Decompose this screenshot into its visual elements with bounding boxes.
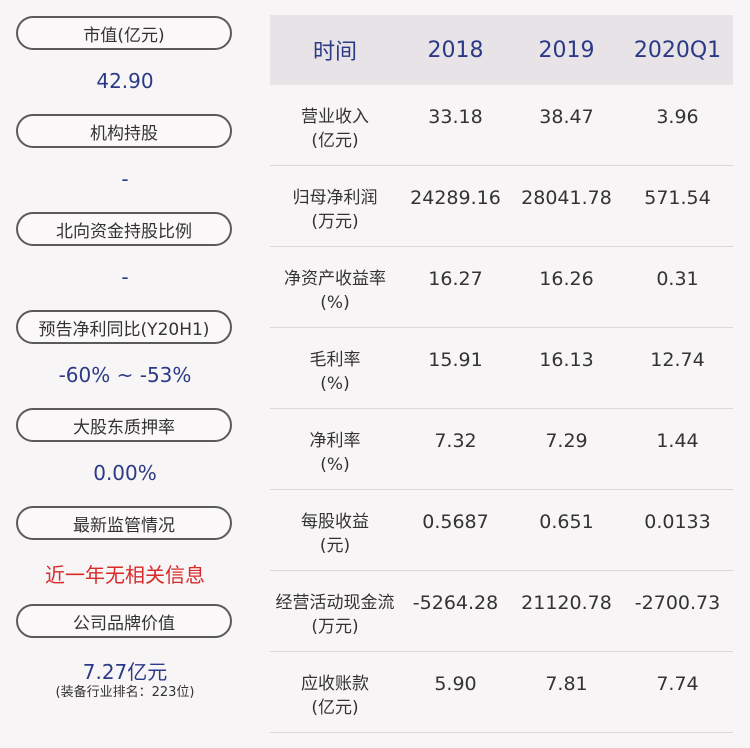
cell-2018: 33.18 xyxy=(428,106,483,128)
cell-2020q1: 0.0133 xyxy=(644,511,711,533)
cell-2018: 24289.16 xyxy=(410,187,501,209)
cell-2020q1: 571.54 xyxy=(644,187,711,209)
cell-2020q1: 0.31 xyxy=(656,268,699,290)
brand-value-label: 公司品牌价值 xyxy=(16,604,232,638)
cell-2019: 28041.78 xyxy=(521,187,612,209)
pledge-rate-value: 0.00% xyxy=(93,461,157,485)
row-label: 每股收益 xyxy=(301,512,369,532)
header-2020q1: 2020Q1 xyxy=(633,37,722,63)
row-label: 营业收入 xyxy=(301,107,369,127)
row-label: 毛利率 xyxy=(309,350,361,370)
cell-2019: 0.651 xyxy=(539,511,594,533)
cell-2019: 7.81 xyxy=(545,673,588,695)
row-unit: (%) xyxy=(320,293,350,313)
cell-2020q1: 7.74 xyxy=(656,673,699,695)
cell-2018: 15.91 xyxy=(428,349,483,371)
financial-table: 时间 2018 2019 2020Q1 营业收入 (亿元) 33.18 38.47… xyxy=(270,15,733,733)
cell-2019: 38.47 xyxy=(539,106,594,128)
cell-2018: -5264.28 xyxy=(412,592,499,614)
institutional-holding-value: - xyxy=(121,167,129,191)
brand-rank-note: (装备行业排名：223位) xyxy=(55,685,195,700)
row-unit: (万元) xyxy=(311,212,359,232)
table-row: 毛利率 (%) 15.91 16.13 12.74 xyxy=(270,328,733,409)
table-row: 营业收入 (亿元) 33.18 38.47 3.96 xyxy=(270,85,733,166)
row-unit: (亿元) xyxy=(311,131,359,151)
row-label: 经营活动现金流 xyxy=(275,593,395,613)
row-unit: (%) xyxy=(320,374,350,394)
profit-forecast-value: -60% ~ -53% xyxy=(58,363,192,387)
cell-2018: 0.5687 xyxy=(422,511,489,533)
header-2019: 2019 xyxy=(538,37,595,63)
cell-2019: 21120.78 xyxy=(521,592,612,614)
cell-2020q1: 12.74 xyxy=(650,349,705,371)
table-row: 净资产收益率 (%) 16.27 16.26 0.31 xyxy=(270,247,733,328)
row-unit: (万元) xyxy=(311,617,359,637)
cell-2020q1: 3.96 xyxy=(656,106,699,128)
regulatory-status-label: 最新监管情况 xyxy=(16,506,232,540)
table-row: 净利率 (%) 7.32 7.29 1.44 xyxy=(270,409,733,490)
cell-2019: 16.26 xyxy=(539,268,594,290)
row-label: 净资产收益率 xyxy=(284,269,386,289)
row-label: 应收账款 xyxy=(301,674,369,694)
row-label: 净利率 xyxy=(309,431,361,451)
row-label: 归母净利润 xyxy=(292,188,378,208)
table-row: 每股收益 (元) 0.5687 0.651 0.0133 xyxy=(270,490,733,571)
cell-2018: 7.32 xyxy=(434,430,477,452)
profit-forecast-label: 预告净利同比(Y20H1) xyxy=(16,310,232,344)
cell-2019: 7.29 xyxy=(545,430,588,452)
market-cap-label: 市值(亿元) xyxy=(16,16,232,50)
cell-2018: 16.27 xyxy=(428,268,483,290)
cell-2019: 16.13 xyxy=(539,349,594,371)
northbound-holding-label: 北向资金持股比例 xyxy=(16,212,232,246)
row-unit: (元) xyxy=(319,536,351,556)
cell-2020q1: 1.44 xyxy=(656,430,699,452)
row-unit: (亿元) xyxy=(311,698,359,718)
market-cap-value: 42.90 xyxy=(96,69,154,93)
row-unit: (%) xyxy=(320,455,350,475)
brand-value-value: 7.27亿元 xyxy=(82,660,168,684)
northbound-holding-value: - xyxy=(121,265,129,289)
cell-2020q1: -2700.73 xyxy=(634,592,721,614)
regulatory-status-value: 近一年无相关信息 xyxy=(45,563,205,587)
table-header: 时间 2018 2019 2020Q1 xyxy=(270,15,733,85)
table-row: 应收账款 (亿元) 5.90 7.81 7.74 xyxy=(270,652,733,733)
table-row: 经营活动现金流 (万元) -5264.28 21120.78 -2700.73 xyxy=(270,571,733,652)
pledge-rate-label: 大股东质押率 xyxy=(16,408,232,442)
institutional-holding-label: 机构持股 xyxy=(16,114,232,148)
header-time: 时间 xyxy=(312,40,357,65)
cell-2018: 5.90 xyxy=(434,673,477,695)
header-2018: 2018 xyxy=(427,37,484,63)
table-row: 归母净利润 (万元) 24289.16 28041.78 571.54 xyxy=(270,166,733,247)
